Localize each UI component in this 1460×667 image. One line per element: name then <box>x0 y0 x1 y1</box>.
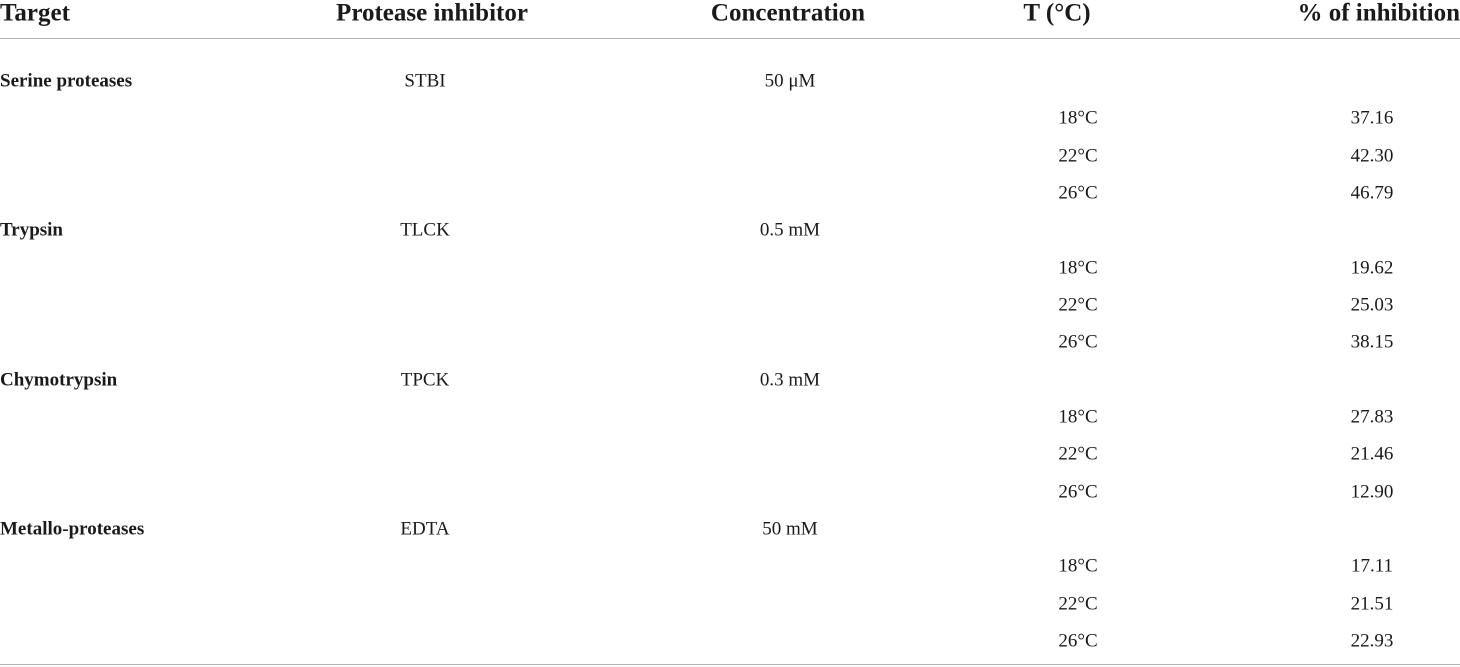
temperature: 26°C <box>1058 481 1098 503</box>
concentration: 0.3 mM <box>759 369 821 391</box>
inhibition: 25.03 <box>1350 294 1394 316</box>
temperature: 22°C <box>1058 145 1098 167</box>
header-target: Target <box>0 0 70 27</box>
inhibition: 37.16 <box>1350 107 1394 129</box>
temperature: 22°C <box>1058 593 1098 615</box>
header-temperature: T (°C) <box>1023 0 1091 27</box>
header-inhibition: % of inhibition <box>1297 0 1460 27</box>
inhibition: 22.93 <box>1350 630 1394 652</box>
temperature: 22°C <box>1058 294 1098 316</box>
bottom-rule <box>0 664 1460 665</box>
temperature: 26°C <box>1058 630 1098 652</box>
temperature: 26°C <box>1058 182 1098 204</box>
temperature: 18°C <box>1058 406 1098 428</box>
inhibitor: TPCK <box>400 369 450 391</box>
target: Metallo-proteases <box>0 518 145 540</box>
target: Trypsin <box>0 219 64 241</box>
inhibitor: STBI <box>404 70 446 92</box>
temperature: 26°C <box>1058 331 1098 353</box>
target: Serine proteases <box>0 70 133 92</box>
concentration: 50 mM <box>762 518 818 540</box>
inhibition: 21.51 <box>1350 593 1394 615</box>
header-rule <box>0 38 1460 39</box>
inhibition: 42.30 <box>1350 145 1394 167</box>
temperature: 18°C <box>1058 257 1098 279</box>
concentration: 50 μM <box>764 70 816 92</box>
inhibitor: TLCK <box>400 219 450 241</box>
inhibition: 27.83 <box>1350 406 1394 428</box>
inhibition: 46.79 <box>1350 182 1394 204</box>
temperature: 18°C <box>1058 555 1098 577</box>
target: Chymotrypsin <box>0 369 118 391</box>
inhibition: 17.11 <box>1350 555 1394 577</box>
temperature: 18°C <box>1058 107 1098 129</box>
concentration: 0.5 mM <box>759 219 821 241</box>
inhibition: 12.90 <box>1350 481 1394 503</box>
inhibitor: EDTA <box>400 518 450 540</box>
header-concentration: Concentration <box>710 0 866 27</box>
inhibition: 38.15 <box>1350 331 1394 353</box>
temperature: 22°C <box>1058 443 1098 465</box>
header-inhibitor: Protease inhibitor <box>336 0 528 27</box>
inhibition: 21.46 <box>1350 443 1394 465</box>
inhibition: 19.62 <box>1350 257 1394 279</box>
